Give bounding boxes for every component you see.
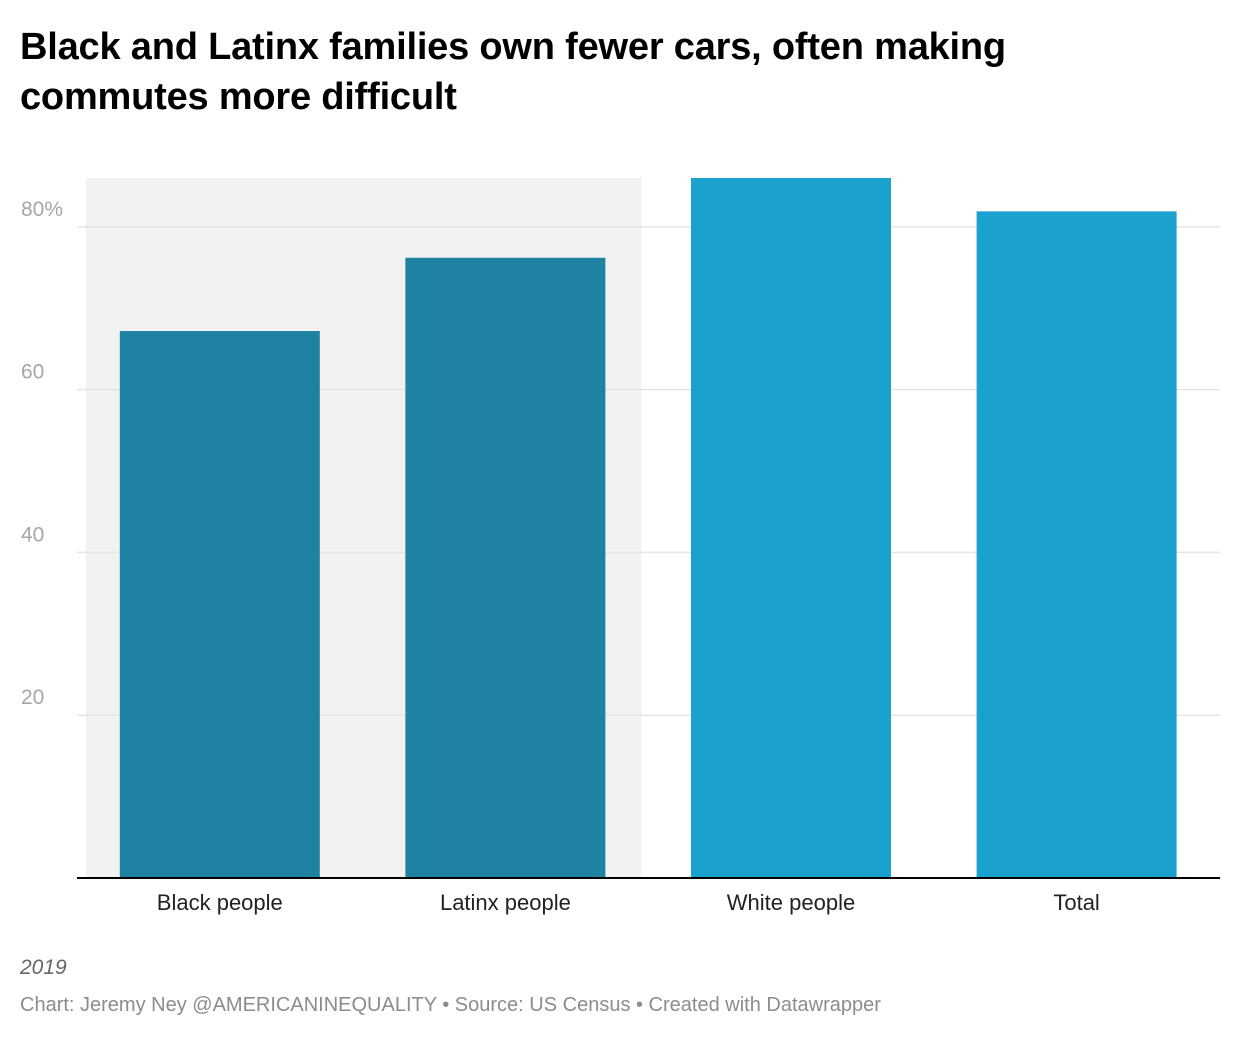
bar-white-people <box>691 178 891 878</box>
bar-total <box>976 211 1177 879</box>
chart-note: 2019 <box>20 956 67 979</box>
y-tick-label: 60 <box>21 361 44 384</box>
bar-chart: 20 40 60 80% Black people Latinx people White… <box>21 178 1220 915</box>
y-axis-ticks: 20 40 60 80% <box>21 198 63 709</box>
y-tick-label: 20 <box>21 686 44 709</box>
x-tick-label: Black people <box>157 890 283 915</box>
bar-black-people <box>119 331 320 878</box>
x-axis-labels: Black people Latinx people White people Tot… <box>157 890 1100 915</box>
chart-footer: Chart: Jeremy Ney @AMERICANINEQUALITY • … <box>20 994 881 1016</box>
x-tick-label: Latinx people <box>440 890 571 915</box>
chart-title: Black and Latinx families own fewer cars… <box>20 26 1006 118</box>
bar-latinx-people <box>405 257 606 878</box>
x-tick-label: White people <box>727 890 855 915</box>
x-tick-label: Total <box>1053 890 1099 915</box>
y-tick-label: 80% <box>21 198 63 221</box>
y-tick-label: 40 <box>21 523 44 546</box>
bars <box>119 178 1177 879</box>
